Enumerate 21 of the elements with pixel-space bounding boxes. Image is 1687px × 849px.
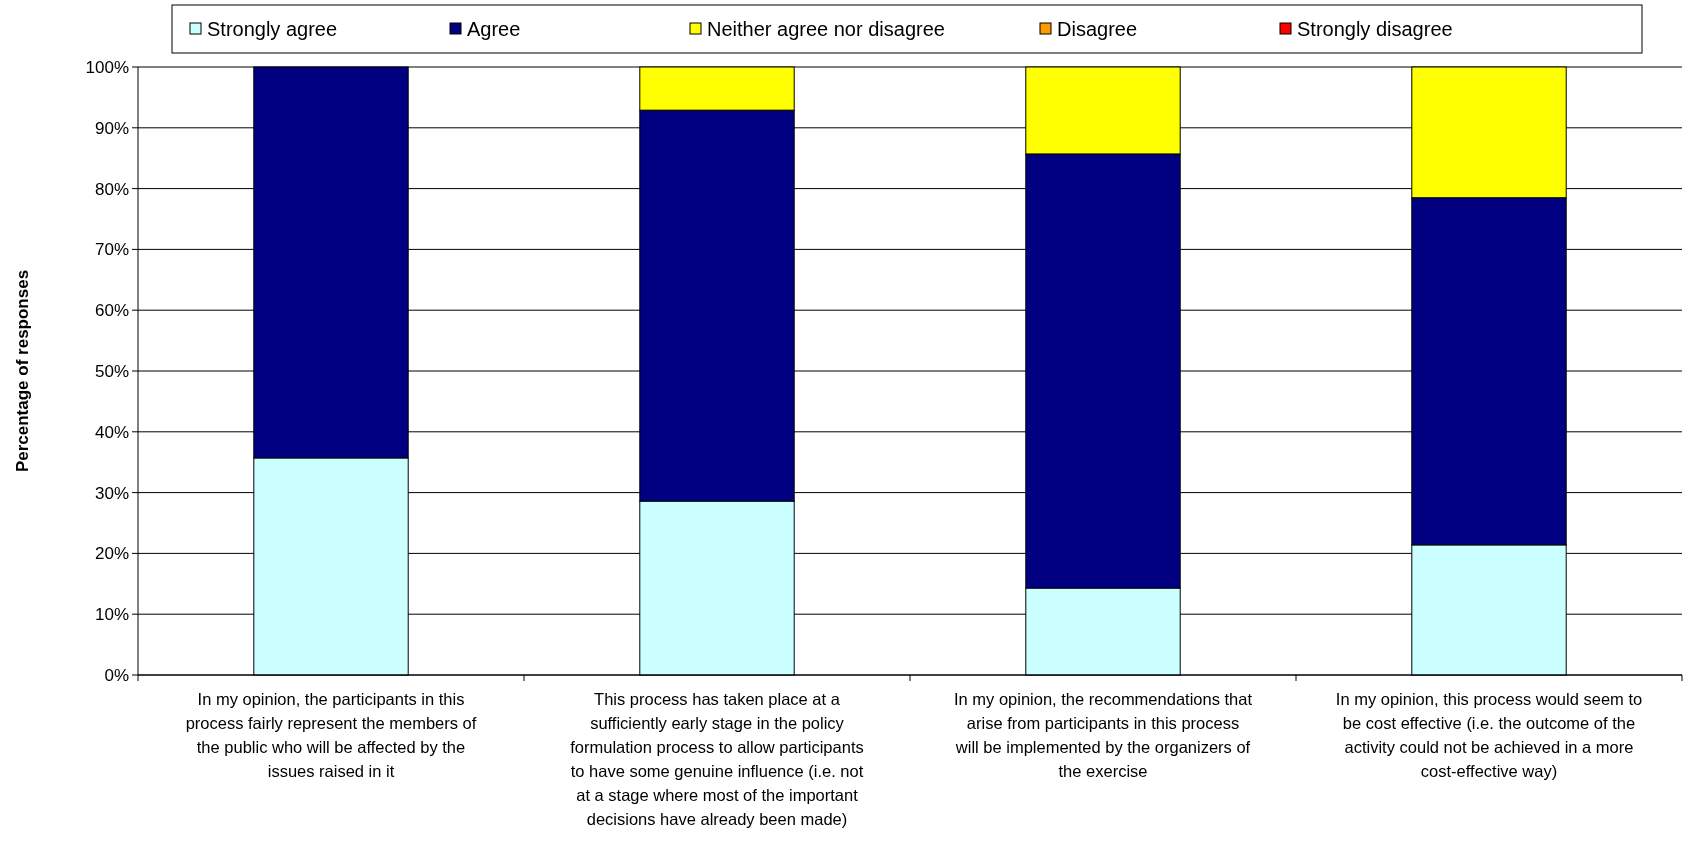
y-tick-label: 100% — [85, 57, 129, 77]
y-tick-label: 90% — [94, 118, 129, 138]
legend-label: Neither agree nor disagree — [707, 18, 945, 40]
y-tick-label: 40% — [94, 422, 129, 442]
legend-label: Strongly agree — [207, 18, 338, 40]
y-tick-label: 0% — [104, 665, 129, 685]
y-tick-label: 60% — [94, 301, 129, 321]
x-tick-label: In my opinion, this process would seem to be cost effective (i.e. the outcome of the activity could not be achieved in a more cost-effective way) — [1335, 690, 1643, 780]
y-tick-label: 50% — [94, 361, 129, 381]
y-tick-label: 10% — [94, 605, 129, 625]
y-tick-label: 20% — [94, 544, 129, 564]
x-tick-label: In my opinion, the recommendations that arise from participants in this process will be implemented by the organizers of the exercise — [953, 690, 1253, 780]
legend-label: Disagree — [1057, 18, 1138, 40]
y-tick-label: 70% — [94, 240, 129, 260]
y-tick-label: 30% — [94, 483, 129, 503]
y-tick-label: 80% — [94, 179, 129, 199]
legend-label: Agree — [467, 18, 521, 40]
x-tick-label: In my opinion, the participants in this process fairly represent the members of the public who will be affected by the issues raised in it — [185, 690, 477, 780]
legend-label: Strongly disagree — [1297, 18, 1453, 40]
y-axis-title: Percentage of responses — [13, 269, 32, 473]
x-tick-label: This process has taken place at a sufficiently early stage in the policy formulation process to allow participants to have some genuine influence (i.e. not at a stage where most of the important decisions have already been made) — [570, 690, 864, 828]
